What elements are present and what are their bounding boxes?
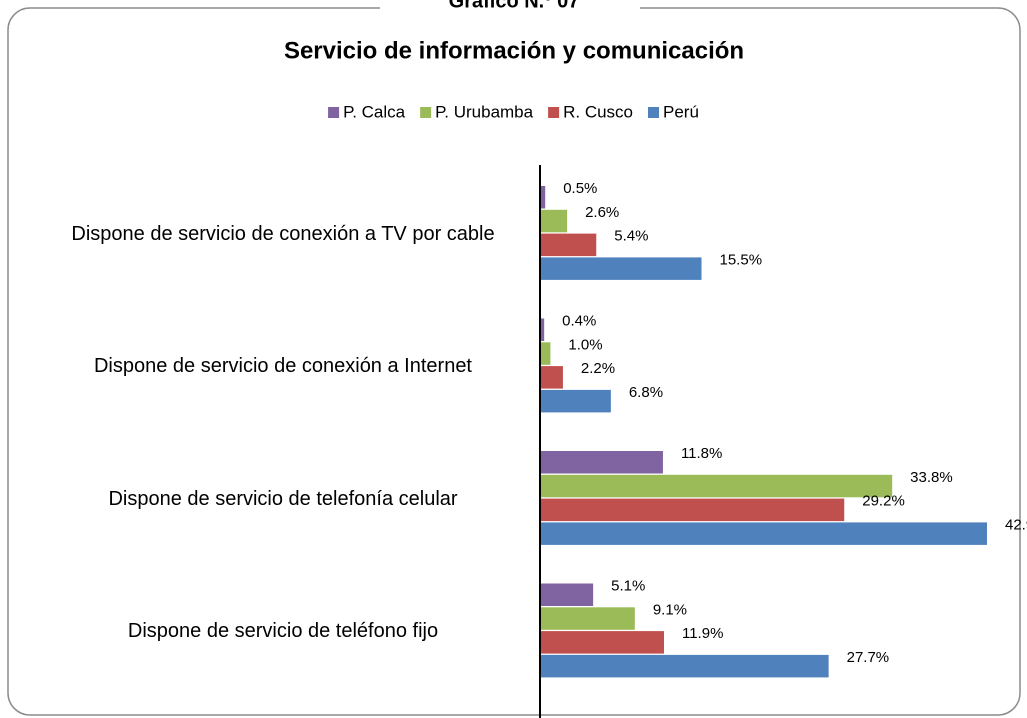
data-label: 5.4% (614, 228, 648, 245)
bar (540, 607, 635, 630)
data-label: 33.8% (910, 469, 953, 486)
legend-label: P. Calca (343, 102, 406, 121)
bar (540, 498, 845, 522)
bar (540, 474, 893, 498)
data-label: 2.6% (585, 204, 619, 221)
supertitle-bg (380, 0, 640, 14)
data-label: 27.7% (847, 649, 890, 666)
legend-label: Perú (663, 102, 699, 121)
bar (540, 583, 594, 606)
bar (540, 186, 546, 209)
bar (540, 522, 987, 545)
bar (540, 233, 597, 257)
data-label: 0.5% (563, 180, 597, 197)
data-label: 1.0% (568, 336, 602, 353)
legend-swatch (648, 107, 660, 118)
bar (540, 631, 664, 654)
data-label: 11.9% (682, 625, 723, 642)
chart-title: Servicio de información y comunicación (284, 37, 744, 64)
bar (540, 654, 829, 678)
bar (540, 366, 563, 389)
legend-swatch (548, 107, 560, 118)
data-label: 2.2% (581, 360, 615, 377)
data-label: 6.8% (629, 384, 663, 401)
chart-supertitle: Gráfico N.º 07 (449, 0, 580, 12)
data-label: 15.5% (720, 251, 763, 268)
bar (540, 389, 611, 413)
data-label: 5.1% (611, 577, 645, 594)
bar (540, 342, 551, 365)
legend-swatch (328, 107, 340, 118)
data-label: 11.8% (681, 445, 722, 462)
data-label: 9.1% (653, 601, 687, 618)
legend-swatch (420, 107, 432, 118)
category-label: Dispone de servicio de telefonía celular (108, 487, 458, 510)
data-label: 42.9% (1005, 516, 1027, 533)
bar (540, 318, 545, 341)
category-label: Dispone de servicio de conexión a Intern… (93, 355, 472, 378)
bar (540, 257, 702, 280)
category-label: Dispone de servicio de teléfono fijo (127, 620, 439, 643)
bar (540, 451, 663, 474)
category-label: Dispone de servicio de conexión a TV por… (71, 222, 495, 245)
legend-label: R. Cusco (563, 102, 633, 121)
legend-label: P. Urubamba (435, 102, 534, 121)
bar (540, 209, 568, 233)
data-label: 29.2% (862, 493, 905, 510)
data-label: 0.4% (562, 312, 596, 329)
